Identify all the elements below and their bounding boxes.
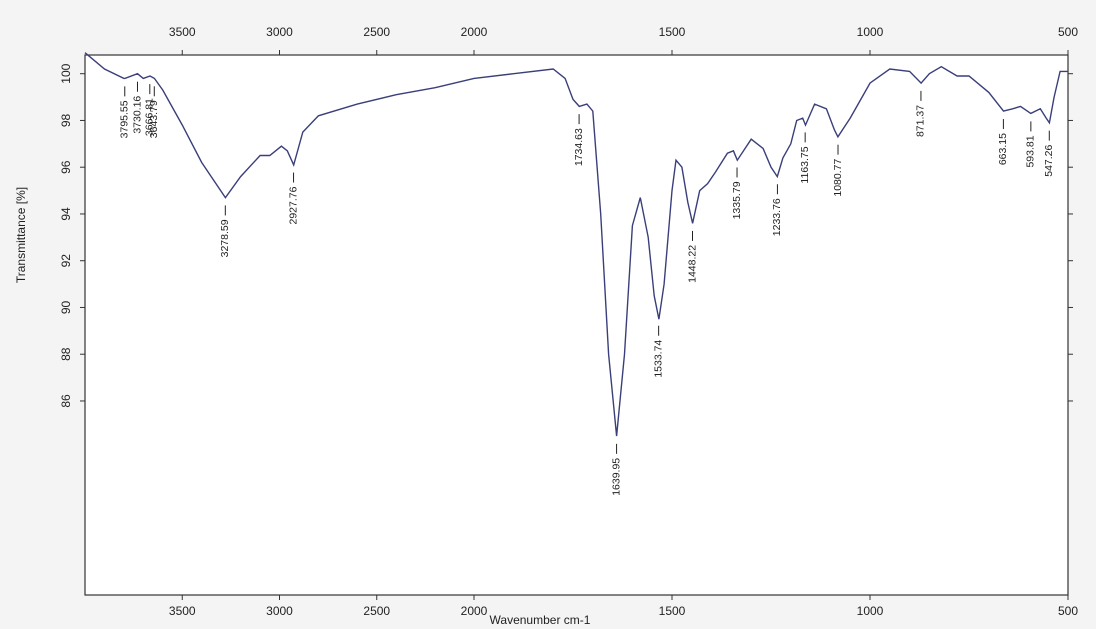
y-tick-label: 98	[59, 113, 73, 127]
y-tick-label: 90	[59, 300, 73, 314]
x-tick-label: 3000	[266, 604, 293, 618]
x-tick-label: 1000	[857, 604, 884, 618]
y-tick-label: 96	[59, 160, 73, 174]
x-tick-label: 2500	[363, 604, 390, 618]
x-tick-label-top: 2000	[461, 25, 488, 39]
peak-label: 1163.75	[799, 146, 811, 183]
y-tick-label: 92	[59, 254, 73, 268]
x-tick-label-top: 2500	[363, 25, 390, 39]
y-tick-label: 88	[59, 347, 73, 361]
x-axis-title: Wavenumber cm-1	[490, 613, 591, 627]
peak-label: 3643.79	[148, 100, 160, 138]
peak-label: 3795.55	[119, 100, 131, 138]
x-tick-label-top: 3000	[266, 25, 293, 39]
peak-label: 1734.63	[573, 128, 585, 166]
peak-label: 871.37	[915, 105, 927, 137]
x-tick-label-top: 500	[1058, 25, 1078, 39]
x-tick-label-top: 3500	[169, 25, 196, 39]
x-tick-label: 1500	[659, 604, 686, 618]
peak-label: 1639.95	[610, 458, 622, 496]
peak-label: 1533.74	[652, 340, 664, 378]
peak-label: 663.15	[997, 133, 1009, 165]
y-axis-title: Transmittance [%]	[14, 187, 28, 283]
peak-label: 1080.77	[832, 159, 844, 197]
x-tick-label: 500	[1058, 604, 1078, 618]
peak-label: 547.26	[1043, 144, 1055, 176]
y-tick-label: 86	[59, 394, 73, 408]
spectrum-line	[84, 52, 1068, 437]
x-tick-label: 3500	[169, 604, 196, 618]
plot-area	[84, 54, 1069, 596]
x-tick-label-top: 1500	[659, 25, 686, 39]
peak-label: 3278.59	[219, 219, 231, 257]
peak-label: 593.81	[1025, 135, 1037, 167]
x-tick-label-top: 1000	[857, 25, 884, 39]
peak-label: 3666.81	[144, 98, 156, 136]
y-tick-label: 94	[59, 207, 73, 221]
peak-label: 3730.16	[131, 96, 143, 134]
peak-label: 1233.76	[771, 198, 783, 236]
y-tick-label: 100	[59, 63, 73, 83]
peak-label: 2927.76	[287, 186, 299, 224]
peak-label: 1448.22	[686, 245, 698, 283]
x-tick-label: 2000	[461, 604, 488, 618]
peak-label: 1335.79	[731, 181, 743, 219]
